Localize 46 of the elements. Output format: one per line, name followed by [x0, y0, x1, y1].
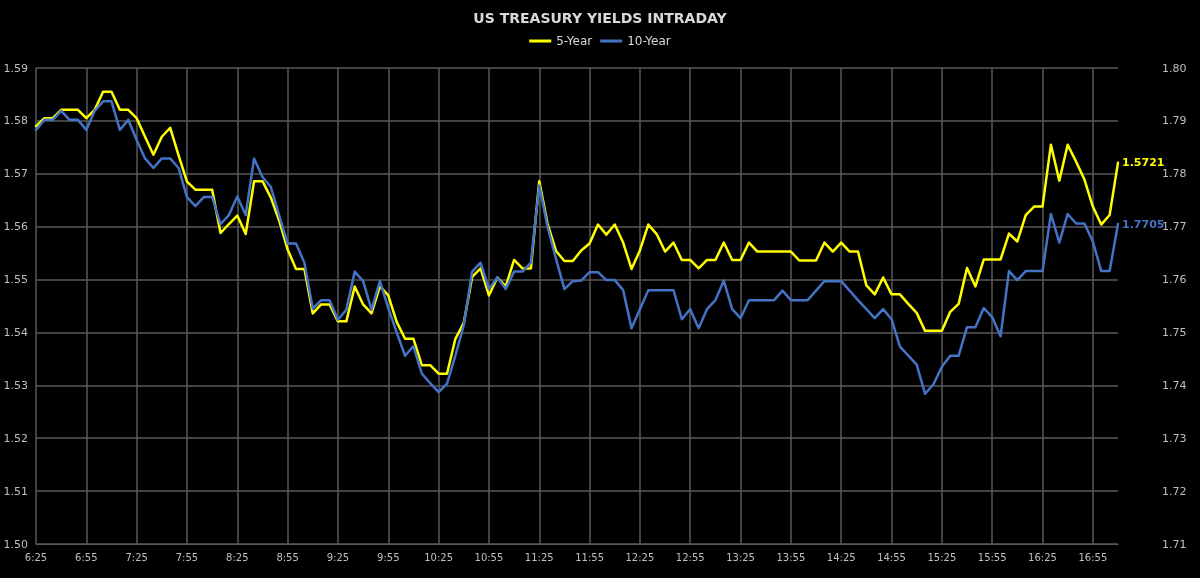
- x-tick-label: 7:55: [175, 551, 199, 563]
- x-tick-label: 10:55: [474, 551, 504, 563]
- x-tick-label: 15:55: [977, 551, 1007, 563]
- y2-tick-label: 1.72: [1162, 484, 1187, 498]
- data-label: 1.5721: [1122, 156, 1165, 170]
- x-tick-label: 14:55: [877, 551, 906, 563]
- y2-tick-label: 1.80: [1162, 61, 1187, 75]
- x-tick-label: 13:25: [726, 551, 755, 563]
- x-tick-label: 12:25: [625, 551, 655, 563]
- y2-tick-label: 1.73: [1162, 431, 1187, 445]
- x-tick-label: 12:55: [675, 551, 705, 563]
- x-tick-label: 13:55: [776, 551, 806, 563]
- y-tick-label: 1.57: [3, 167, 28, 181]
- x-tick-label: 8:25: [226, 551, 249, 563]
- y-tick-label: 1.50: [3, 537, 28, 551]
- chart-title: US TREASURY YIELDS INTRADAY: [473, 10, 728, 26]
- x-tick-label: 9:25: [326, 551, 350, 563]
- x-tick-label: 16:25: [1028, 551, 1057, 563]
- x-tick-label: 6:55: [75, 551, 98, 563]
- x-tick-label: 7:25: [125, 551, 148, 563]
- legend-label: 5-Year: [556, 34, 593, 48]
- x-tick-label: 16:55: [1078, 551, 1108, 563]
- y-tick-label: 1.55: [3, 273, 28, 287]
- y-tick-label: 1.56: [3, 220, 28, 234]
- y-tick-label: 1.54: [3, 325, 28, 339]
- x-tick-label: 8:55: [276, 551, 299, 563]
- y-tick-label: 1.53: [3, 378, 28, 392]
- x-tick-label: 10:25: [424, 551, 454, 563]
- y2-tick-label: 1.75: [1162, 325, 1187, 339]
- y2-tick-label: 1.77: [1162, 220, 1187, 234]
- x-tick-label: 15:25: [927, 551, 957, 563]
- x-tick-label: 11:25: [524, 551, 554, 563]
- y2-tick-label: 1.74: [1162, 378, 1187, 392]
- y-tick-label: 1.59: [3, 61, 28, 75]
- x-tick-label: 9:55: [377, 551, 400, 563]
- x-tick-label: 14:25: [826, 551, 856, 563]
- legend-label: 10-Year: [627, 34, 671, 48]
- y2-tick-label: 1.76: [1162, 273, 1187, 287]
- y2-tick-label: 1.79: [1162, 114, 1187, 128]
- y2-tick-label: 1.78: [1162, 167, 1187, 181]
- y-tick-label: 1.52: [3, 431, 28, 445]
- y-tick-label: 1.58: [3, 114, 28, 128]
- y-tick-label: 1.51: [3, 484, 28, 498]
- x-tick-label: 11:55: [575, 551, 604, 563]
- x-tick-label: 6:25: [24, 551, 48, 563]
- y2-tick-label: 1.71: [1162, 537, 1187, 551]
